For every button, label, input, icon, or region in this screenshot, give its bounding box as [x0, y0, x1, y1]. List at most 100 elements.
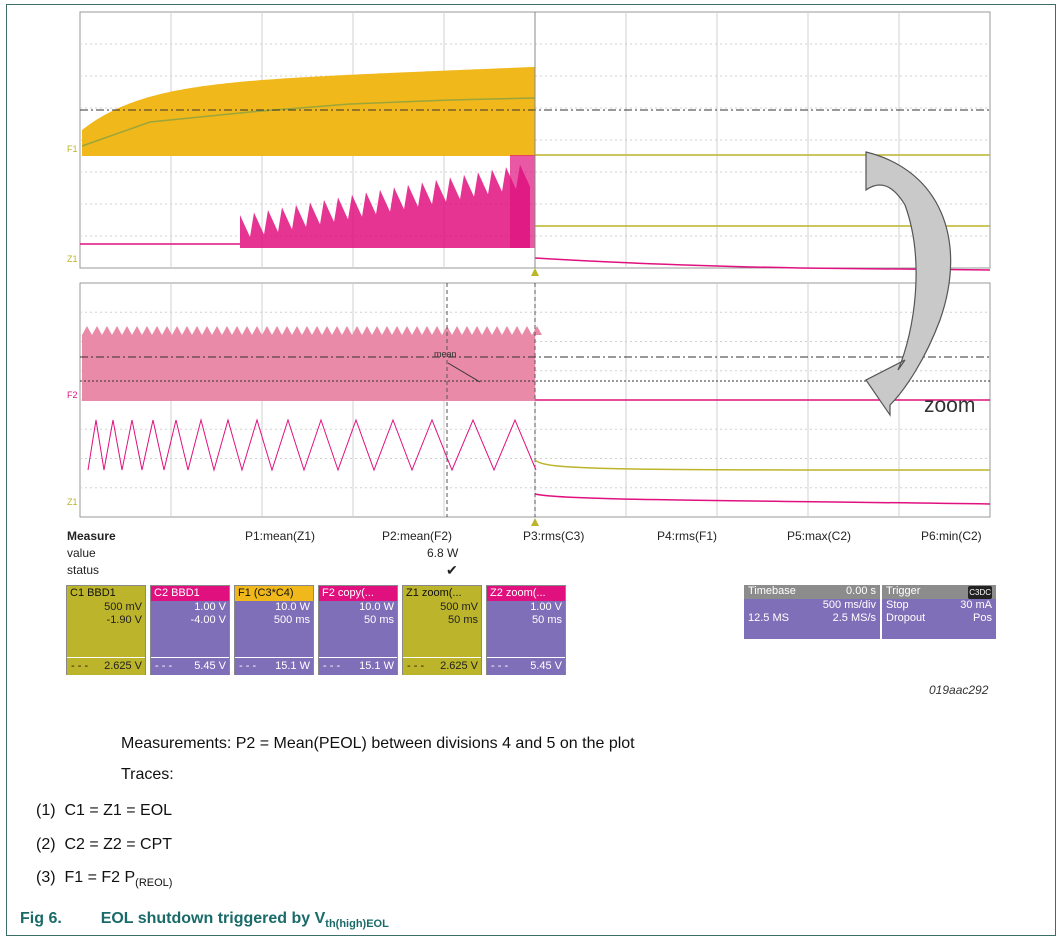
param-p2: P2:mean(F2)	[382, 529, 453, 543]
f1-power-trace	[82, 66, 535, 156]
channel-scale: 1.00 V	[530, 601, 562, 613]
z2-triangle-trace	[87, 418, 537, 472]
channel-scale: 500 mV	[104, 601, 142, 613]
c2-ramp-trace	[240, 164, 530, 248]
channel-offset: -4.00 V	[190, 614, 226, 626]
trigger-panel[interactable]: Trigger C3DC Stop 30 mA Dropout Pos	[882, 585, 996, 639]
measurements-note: Measurements: P2 = Mean(PEOL) between di…	[121, 735, 635, 752]
trigger-marker-bottom-icon	[531, 518, 539, 526]
p2-value: 6.8 W	[427, 546, 459, 560]
c2-decay-trace	[534, 257, 991, 271]
caption-sub: th(high)EOL	[325, 918, 389, 931]
figure-caption: Fig 6. EOL shutdown triggered by Vth(hig…	[20, 910, 389, 930]
traces-heading: Traces:	[121, 766, 174, 783]
channel-scale: 500 mV	[440, 601, 478, 613]
channel-badge: BBD1	[87, 587, 116, 599]
timebase-delay: 0.00 s	[846, 585, 876, 597]
channel-name: Z2	[490, 587, 503, 599]
trace-text-3: F1 = F2 P	[64, 869, 136, 886]
channel-tile-c1[interactable]: C1 BBD1 500 mV -1.90 V- - -2.625 V	[66, 585, 146, 675]
channel-badge: zoom(...	[421, 587, 462, 599]
trace-item-1: (1) C1 = Z1 = EOL	[36, 802, 172, 820]
f1-mean-trace	[81, 97, 536, 147]
channel-tile-f2[interactable]: F2 copy(... 10.0 W 50 ms - - -15.1 W	[318, 585, 398, 675]
z1-bottom-label: Z1	[67, 497, 78, 507]
channel-scale: 10.0 W	[275, 601, 310, 613]
trace-text-1: C1 = Z1 = EOL	[64, 802, 173, 819]
param-p5: P5:max(C2)	[787, 529, 852, 543]
f2-ripple	[82, 326, 542, 335]
timebase-samples: 12.5 MS	[748, 612, 789, 624]
caption-text: EOL shutdown triggered by V	[100, 910, 326, 927]
channel-foot: 5.45 V	[530, 660, 562, 672]
z1-low-trace	[534, 459, 991, 471]
channel-offset: 50 ms	[364, 614, 394, 626]
channel-foot: 2.625 V	[104, 660, 142, 672]
channel-tile-f1[interactable]: F1 (C3*C4) 10.0 W 500 ms - - -15.1 W	[234, 585, 314, 675]
f2-power-band	[82, 335, 535, 401]
param-p6: P6:min(C2)	[921, 529, 982, 543]
mean-arrow	[447, 362, 481, 383]
z1-top-label: Z1	[67, 254, 78, 264]
channel-offset: 50 ms	[448, 614, 478, 626]
figure-frame	[6, 4, 1056, 936]
param-p4: P4:rms(F1)	[657, 529, 717, 543]
channel-badge: zoom(...	[505, 587, 546, 599]
trigger-marker-icon	[531, 268, 539, 276]
zoom-label: zoom	[924, 394, 975, 417]
trace-num-1: (1)	[36, 802, 56, 819]
p2-status-icon: ✔	[446, 562, 458, 578]
trigger-level: 30 mA	[960, 599, 992, 611]
trace-text-2: C2 = Z2 = CPT	[64, 836, 173, 853]
param-p1: P1:mean(Z1)	[245, 529, 316, 543]
channel-name: F2	[322, 587, 335, 599]
param-p3: P3:rms(C3)	[523, 529, 585, 543]
z2-decay-trace	[534, 493, 991, 505]
trace-item-2: (2) C2 = Z2 = CPT	[36, 836, 172, 854]
channel-foot: 5.45 V	[194, 660, 226, 672]
f1-label: F1	[67, 144, 78, 154]
timebase-rate: 500 ms/div	[822, 599, 876, 611]
trace-sub-3: (REOL)	[135, 877, 173, 890]
caption-prefix: Fig 6.	[20, 910, 62, 927]
trace-item-3: (3) F1 = F2 P(REOL)	[36, 869, 172, 889]
channel-foot: 15.1 W	[275, 660, 310, 672]
channel-badge: (C3*C4)	[253, 587, 294, 599]
measure-value-row: value	[67, 546, 96, 560]
figure-id: 019aac292	[929, 683, 989, 697]
channel-foot: 2.625 V	[440, 660, 478, 672]
channel-scale: 1.00 V	[194, 601, 226, 613]
timebase-label: Timebase	[748, 585, 796, 597]
channel-name: C2	[154, 587, 169, 599]
channel-offset: 50 ms	[532, 614, 562, 626]
channel-tile-z1[interactable]: Z1 zoom(... 500 mV 50 ms - - -2.625 V	[402, 585, 482, 675]
c2-burst-trace	[510, 155, 535, 248]
trigger-mode: Stop	[886, 599, 909, 611]
trigger-slope: Pos	[973, 612, 992, 624]
trace-num-3: (3)	[36, 869, 56, 886]
trace-num-2: (2)	[36, 836, 56, 853]
channel-badge: BBD1	[171, 587, 200, 599]
trigger-label: Trigger	[886, 585, 921, 597]
timebase-panel[interactable]: Timebase 0.00 s 500 ms/div 12.5 MS 2.5 MS/…	[744, 585, 880, 639]
measure-header: Measure	[67, 529, 116, 543]
trigger-type: Dropout	[886, 612, 926, 624]
channel-badge: copy(...	[337, 587, 374, 599]
measure-status-row: status	[67, 563, 100, 577]
trigger-badge: C3DC	[968, 586, 992, 599]
channel-name: Z1	[406, 587, 419, 599]
channel-tile-c2[interactable]: C2 BBD1 1.00 V -4.00 V- - -5.45 V	[150, 585, 230, 675]
channel-tile-z2[interactable]: Z2 zoom(... 1.00 V 50 ms - - -5.45 V	[486, 585, 566, 675]
zoom-arrow-icon	[865, 151, 952, 417]
f2-label: F2	[67, 390, 78, 400]
channel-scale: 10.0 W	[359, 601, 394, 613]
channel-foot: 15.1 W	[359, 660, 394, 672]
timebase-srate: 2.5 MS/s	[832, 612, 876, 624]
mean-marker: mean	[434, 349, 457, 359]
channel-offset: 500 ms	[273, 614, 310, 626]
channel-name: F1	[238, 587, 251, 599]
channel-offset: -1.90 V	[106, 614, 142, 626]
channel-name: C1	[70, 587, 85, 599]
waveforms	[80, 12, 991, 526]
